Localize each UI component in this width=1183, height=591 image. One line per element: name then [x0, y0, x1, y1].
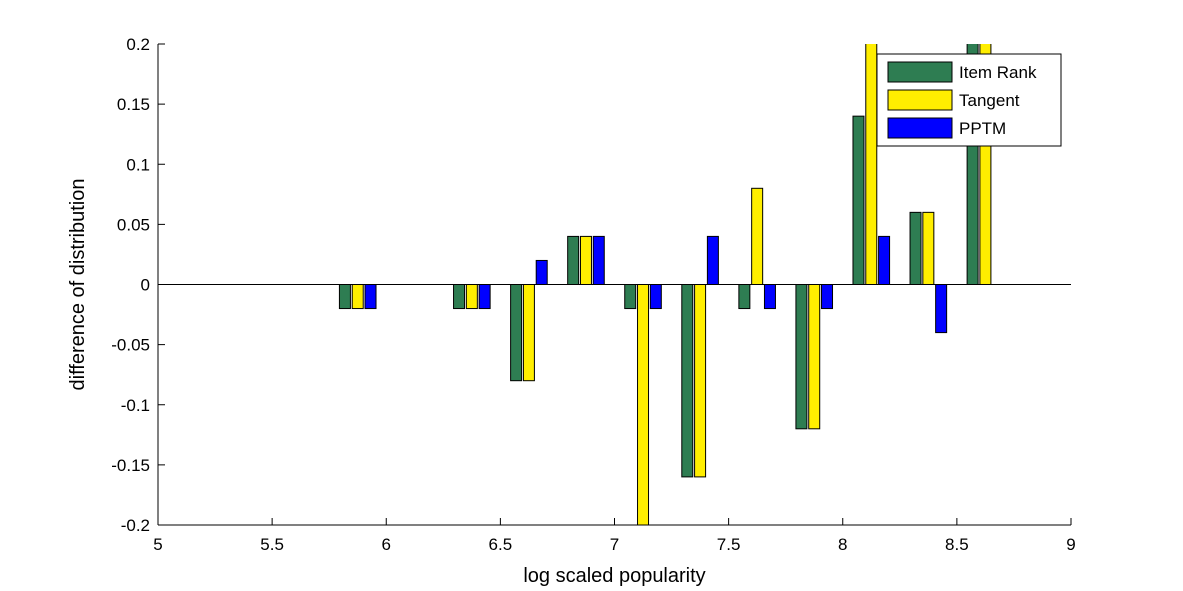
bar-tangent-8: [865, 44, 878, 285]
bar-tangent-1: [465, 284, 478, 310]
x-tick-label: 8: [838, 535, 847, 554]
x-tick-label: 7.5: [717, 535, 741, 554]
bar-item-rank-5: [681, 284, 694, 478]
y-tick-label: 0: [141, 276, 150, 295]
bar-pptm-5: [706, 235, 719, 285]
y-tick-label: 0.1: [126, 155, 150, 174]
y-tick-label: -0.1: [121, 396, 150, 415]
bar-item-rank-7: [795, 284, 808, 430]
y-axis-label: difference of distribution: [67, 179, 89, 391]
bar-tangent-0: [351, 284, 364, 310]
legend-label-item-rank: Item Rank: [959, 63, 1037, 82]
x-tick-label: 6: [382, 535, 391, 554]
bar-tangent-4: [637, 284, 650, 525]
bar-pptm-3: [592, 235, 605, 285]
bar-tangent-5: [694, 284, 707, 478]
legend-label-pptm: PPTM: [959, 119, 1006, 138]
bar-item-rank-3: [567, 235, 580, 285]
x-tick-label: 8.5: [945, 535, 969, 554]
bar-tangent-3: [579, 235, 592, 285]
bar-tangent-2: [522, 284, 535, 382]
x-tick-label: 7: [610, 535, 619, 554]
bar-tangent-7: [808, 284, 821, 430]
bar-pptm-9: [935, 284, 948, 334]
bar-pptm-2: [535, 259, 548, 286]
bar-item-rank-1: [453, 284, 466, 310]
bar-item-rank-8: [852, 115, 865, 286]
legend: Item Rank Tangent PPTM: [876, 53, 1062, 147]
y-tick-label: -0.15: [111, 456, 150, 475]
y-tick-label: 0.15: [117, 95, 150, 114]
x-tick-label: 5: [153, 535, 162, 554]
bar-item-rank-0: [338, 284, 351, 310]
y-tick-label: -0.2: [121, 516, 150, 535]
legend-label-tangent: Tangent: [959, 91, 1020, 110]
y-tick-label: -0.05: [111, 336, 150, 355]
legend-swatch-pptm: [887, 117, 953, 139]
x-tick-label: 9: [1066, 535, 1075, 554]
bar-item-rank-9: [909, 211, 922, 286]
bar-item-rank-4: [624, 284, 637, 310]
bar-pptm-7: [821, 284, 834, 310]
axes-group: 5 5.5 6 6.5 7 7.5 8 8.5 9 -0.2 -0.15 -0.1 -0.05 0 0.05…: [111, 35, 1075, 554]
legend-swatch-tangent: [887, 89, 953, 111]
legend-swatch-item-rank: [887, 61, 953, 83]
bar-tangent-6: [751, 187, 764, 285]
bar-pptm-4: [649, 284, 662, 310]
bar-pptm-1: [478, 284, 491, 310]
bar-pptm-8: [878, 235, 891, 285]
x-tick-label: 5.5: [260, 535, 284, 554]
x-tick-label: 6.5: [489, 535, 513, 554]
bar-pptm-0: [364, 284, 377, 310]
bar-item-rank-6: [738, 284, 751, 310]
bar-tangent-9: [922, 211, 935, 286]
y-tick-label: 0.2: [126, 35, 150, 54]
bar-pptm-6: [763, 284, 776, 310]
y-tick-label: 0.05: [117, 215, 150, 234]
x-axis-label: log scaled popularity: [523, 565, 705, 587]
bar-item-rank-2: [510, 284, 523, 382]
